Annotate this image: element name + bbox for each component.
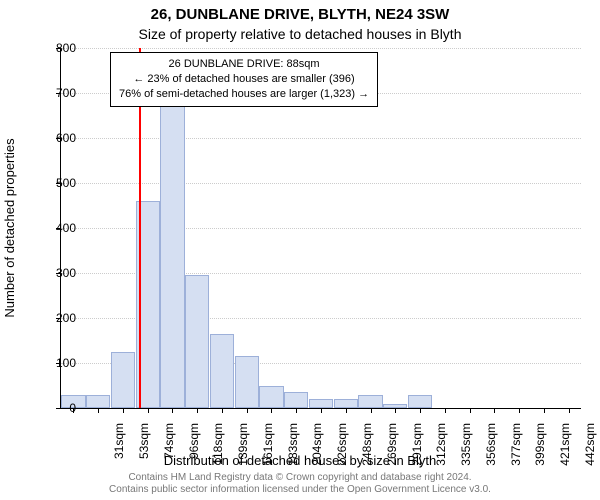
footnote-line1: Contains HM Land Registry data © Crown c… xyxy=(128,472,471,483)
x-tick-mark xyxy=(420,408,421,413)
chart-title: 26, DUNBLANE DRIVE, BLYTH, NE24 3SW xyxy=(0,6,600,23)
x-tick-mark xyxy=(321,408,322,413)
x-tick-mark xyxy=(296,408,297,413)
info-box: 26 DUNBLANE DRIVE: 88sqm← 23% of detache… xyxy=(110,52,378,107)
x-tick-mark xyxy=(519,408,520,413)
y-tick-label: 800 xyxy=(36,41,76,55)
y-tick-label: 400 xyxy=(36,221,76,235)
x-tick-label: 269sqm xyxy=(385,423,399,473)
chart-container: 26, DUNBLANE DRIVE, BLYTH, NE24 3SW Size… xyxy=(0,0,600,500)
histogram-bar xyxy=(160,93,184,408)
histogram-bar xyxy=(210,334,234,408)
x-tick-mark xyxy=(123,408,124,413)
y-tick-label: 500 xyxy=(36,176,76,190)
x-tick-label: 356sqm xyxy=(484,423,498,473)
x-tick-label: 399sqm xyxy=(533,423,547,473)
x-tick-mark xyxy=(371,408,372,413)
x-tick-label: 377sqm xyxy=(509,423,523,473)
x-tick-mark xyxy=(172,408,173,413)
info-box-line1: 26 DUNBLANE DRIVE: 88sqm xyxy=(119,57,369,72)
histogram-bar xyxy=(259,386,283,409)
y-tick-label: 100 xyxy=(36,356,76,370)
y-axis-label: Number of detached properties xyxy=(2,138,17,317)
y-tick-label: 300 xyxy=(36,266,76,280)
x-tick-label: 442sqm xyxy=(583,423,597,473)
y-tick-label: 600 xyxy=(36,131,76,145)
x-tick-mark xyxy=(247,408,248,413)
x-tick-mark xyxy=(148,408,149,413)
info-box-line2: ← 23% of detached houses are smaller (39… xyxy=(119,72,369,87)
histogram-bar xyxy=(86,395,110,409)
y-tick-label: 0 xyxy=(36,401,76,415)
footnote: Contains HM Land Registry data © Crown c… xyxy=(0,472,600,496)
x-tick-mark xyxy=(222,408,223,413)
x-tick-label: 248sqm xyxy=(360,423,374,473)
x-tick-label: 31sqm xyxy=(112,423,126,473)
x-tick-label: 291sqm xyxy=(410,423,424,473)
x-tick-label: 118sqm xyxy=(211,423,225,473)
histogram-bar xyxy=(235,356,259,408)
x-tick-mark xyxy=(445,408,446,413)
x-tick-label: 183sqm xyxy=(286,423,300,473)
x-tick-mark xyxy=(494,408,495,413)
x-tick-label: 53sqm xyxy=(137,423,151,473)
histogram-bar xyxy=(408,395,432,409)
info-box-line3: 76% of semi-detached houses are larger (… xyxy=(119,87,369,102)
y-tick-label: 700 xyxy=(36,86,76,100)
x-tick-label: 335sqm xyxy=(459,423,473,473)
histogram-bar xyxy=(111,352,135,408)
x-tick-label: 204sqm xyxy=(310,423,324,473)
x-tick-mark xyxy=(470,408,471,413)
x-tick-mark xyxy=(197,408,198,413)
histogram-bar xyxy=(358,395,382,408)
histogram-bar xyxy=(284,392,308,408)
histogram-bar xyxy=(185,275,209,408)
x-tick-mark xyxy=(544,408,545,413)
x-tick-label: 226sqm xyxy=(335,423,349,473)
chart-subtitle: Size of property relative to detached ho… xyxy=(0,26,600,42)
x-tick-label: 74sqm xyxy=(162,423,176,473)
x-tick-mark xyxy=(271,408,272,413)
x-tick-label: 139sqm xyxy=(236,423,250,473)
x-tick-label: 421sqm xyxy=(558,423,572,473)
histogram-bar xyxy=(309,399,333,408)
histogram-bar xyxy=(334,399,358,408)
footnote-line2: Contains public sector information licen… xyxy=(109,484,491,495)
x-tick-label: 96sqm xyxy=(187,423,201,473)
x-tick-label: 161sqm xyxy=(261,423,275,473)
x-tick-label: 312sqm xyxy=(434,423,448,473)
y-tick-label: 200 xyxy=(36,311,76,325)
x-tick-mark xyxy=(395,408,396,413)
x-tick-mark xyxy=(346,408,347,413)
x-tick-mark xyxy=(98,408,99,413)
x-tick-mark xyxy=(569,408,570,413)
